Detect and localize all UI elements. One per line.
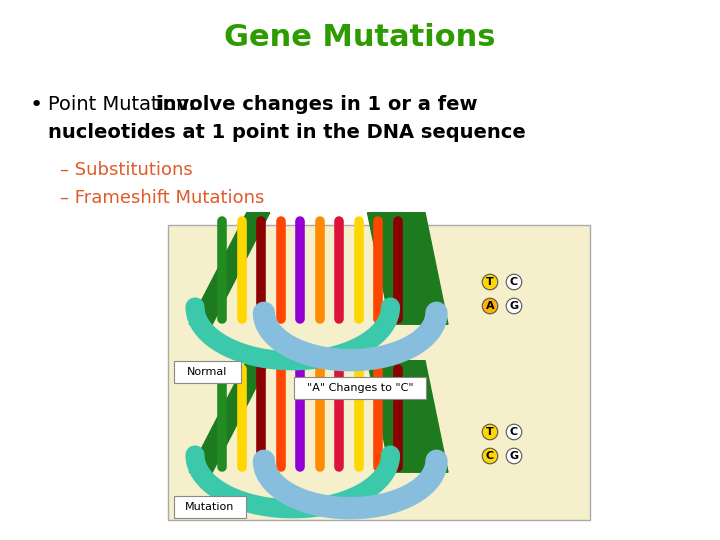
Text: – Frameshift Mutations: – Frameshift Mutations: [60, 189, 264, 207]
Text: C: C: [510, 427, 518, 437]
FancyBboxPatch shape: [174, 361, 241, 383]
Text: T: T: [486, 277, 494, 287]
Text: Mutation: Mutation: [185, 502, 235, 512]
Polygon shape: [189, 213, 270, 324]
Polygon shape: [367, 213, 448, 324]
Text: C: C: [510, 277, 518, 287]
Text: Gene Mutations: Gene Mutations: [224, 24, 496, 52]
FancyBboxPatch shape: [168, 225, 590, 520]
Text: – Substitutions: – Substitutions: [60, 161, 193, 179]
Text: G: G: [510, 451, 518, 461]
Text: G: G: [510, 301, 518, 311]
Text: T: T: [486, 427, 494, 437]
Polygon shape: [189, 361, 270, 472]
Polygon shape: [367, 361, 448, 472]
Text: C: C: [486, 451, 494, 461]
Text: •: •: [30, 95, 43, 115]
Text: "A" Changes to "C": "A" Changes to "C": [307, 383, 413, 393]
Text: Point Mutation:: Point Mutation:: [48, 96, 201, 114]
Text: involve changes in 1 or a few: involve changes in 1 or a few: [156, 96, 477, 114]
Text: nucleotides at 1 point in the DNA sequence: nucleotides at 1 point in the DNA sequen…: [48, 124, 526, 143]
FancyBboxPatch shape: [174, 496, 246, 518]
Text: A: A: [486, 301, 495, 311]
Text: Normal: Normal: [186, 367, 228, 377]
FancyBboxPatch shape: [294, 377, 426, 399]
